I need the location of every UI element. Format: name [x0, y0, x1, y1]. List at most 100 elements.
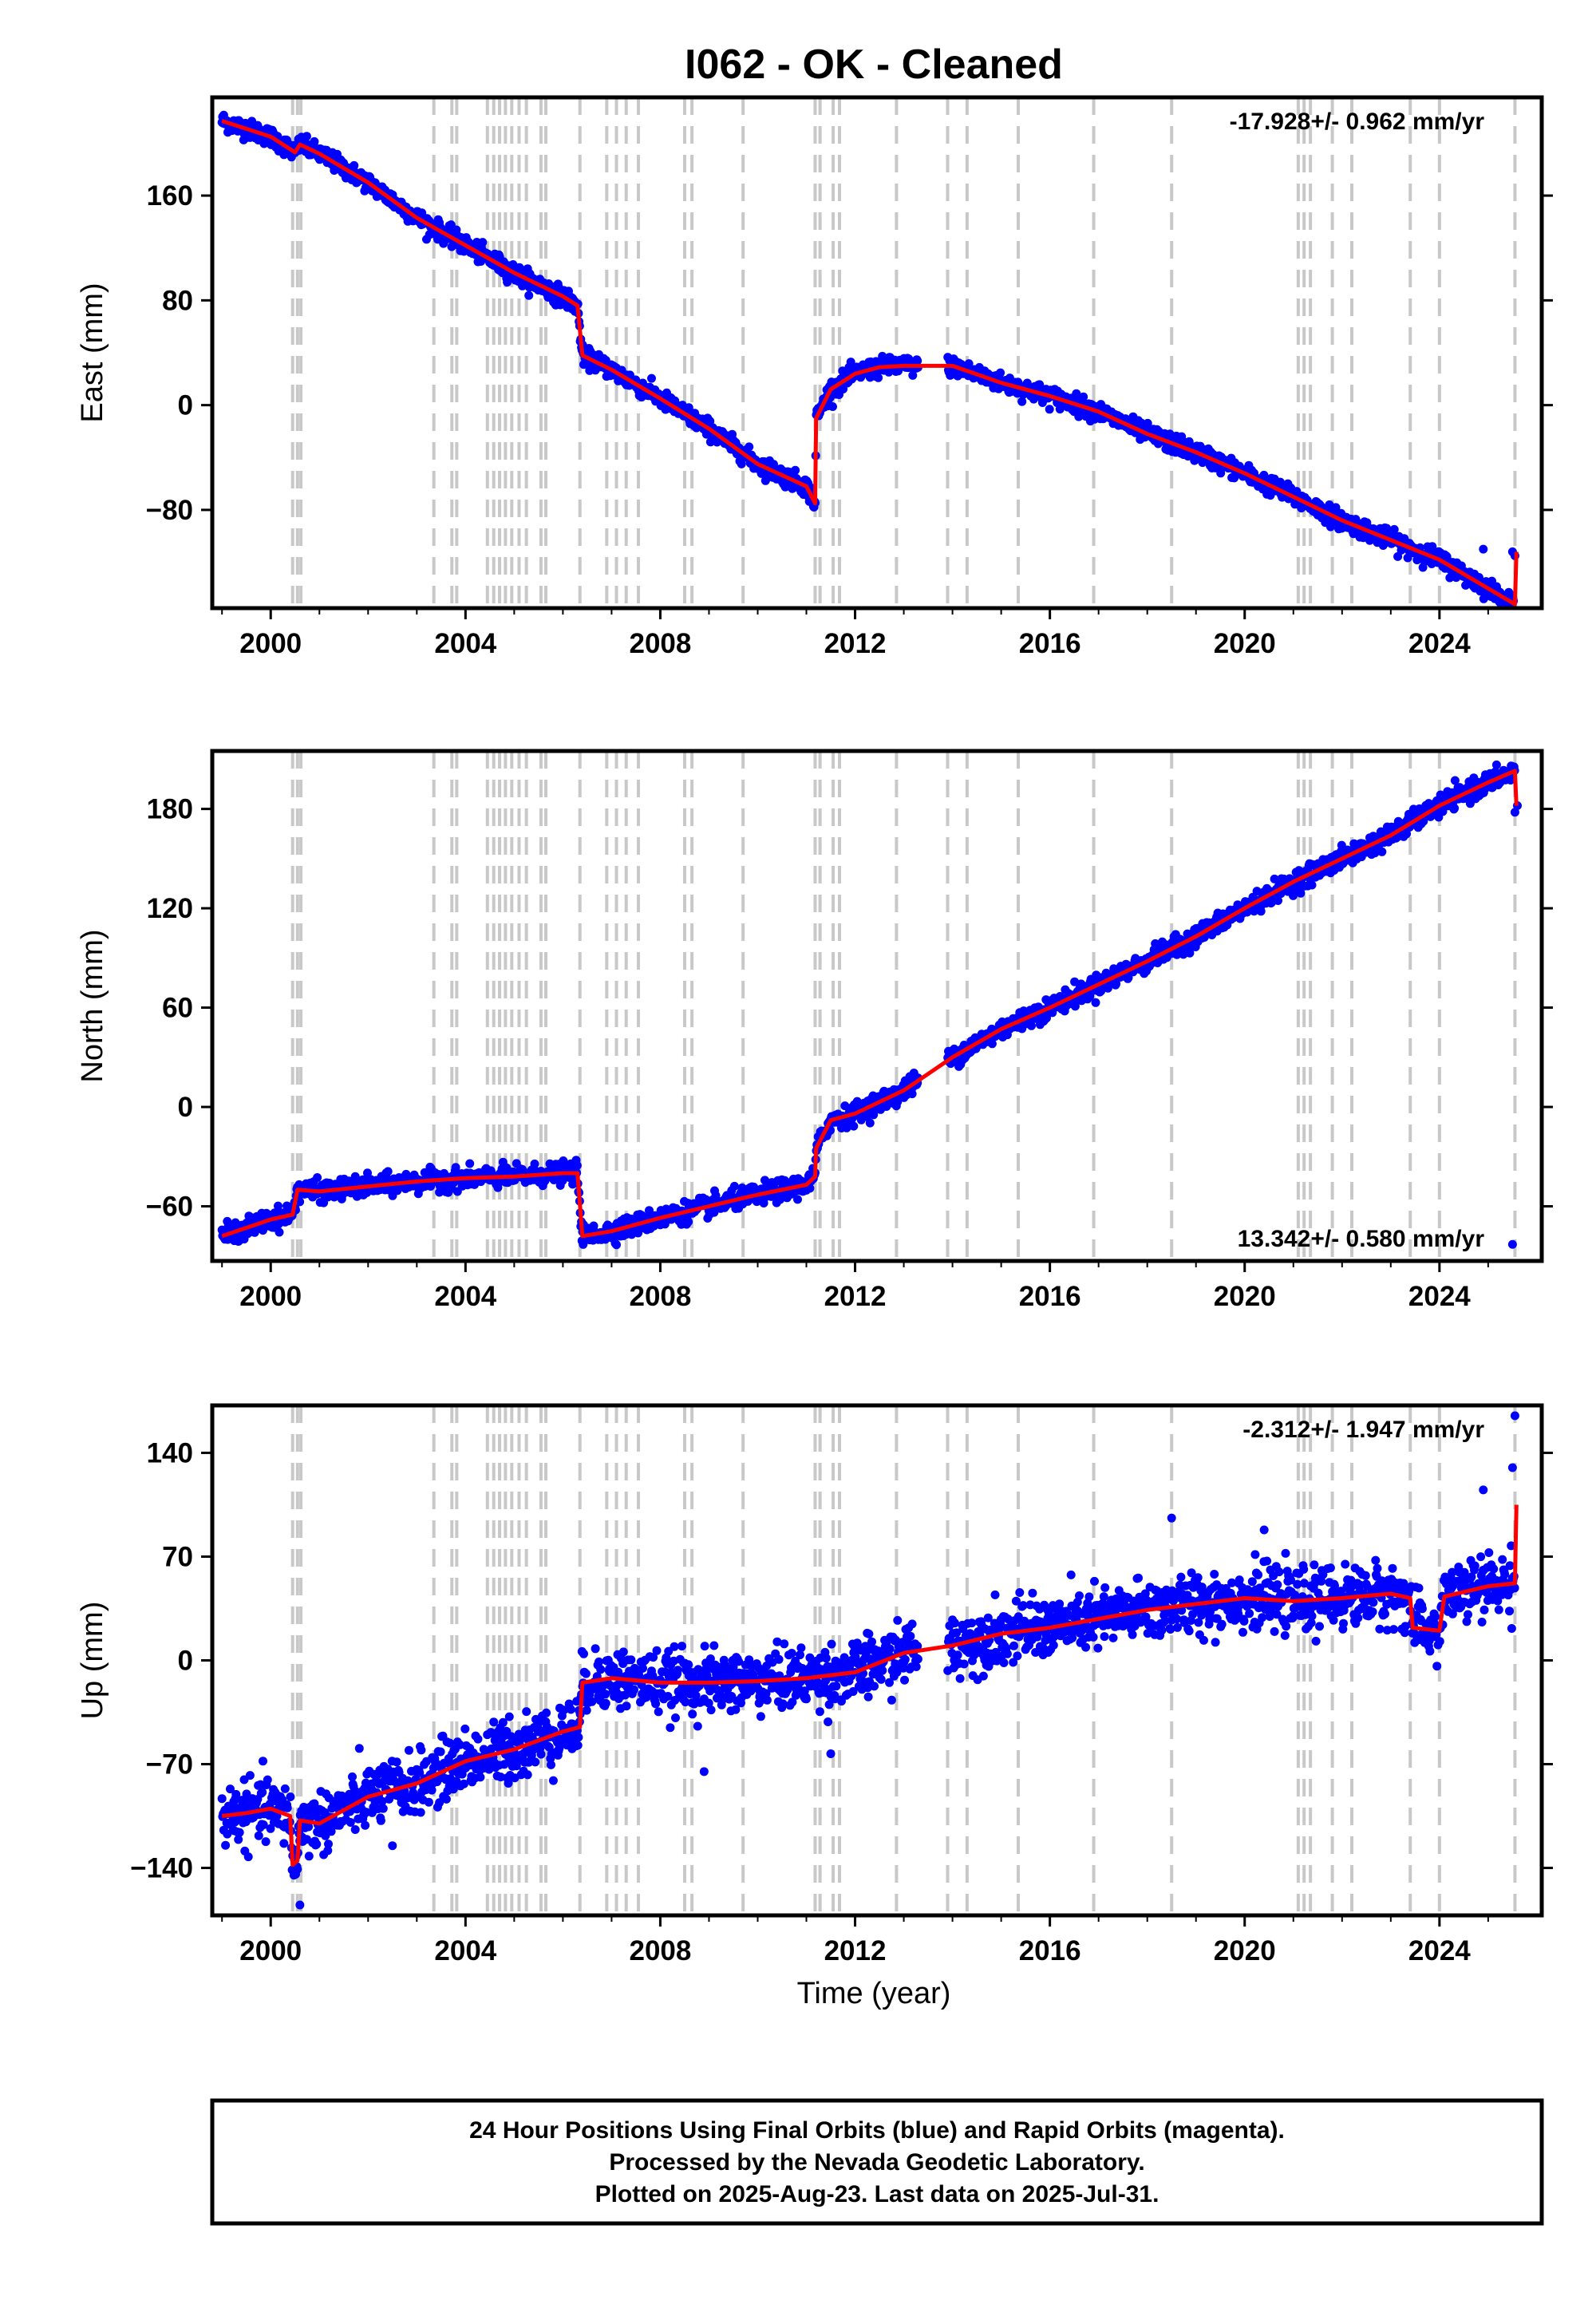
daily-point — [791, 465, 800, 475]
y-tick-label: −80 — [146, 495, 193, 526]
daily-point — [280, 1784, 290, 1793]
daily-point — [1045, 405, 1054, 414]
daily-point — [416, 1808, 425, 1817]
daily-point — [310, 1799, 319, 1808]
daily-point — [326, 1827, 336, 1836]
daily-point — [612, 1240, 621, 1250]
daily-point — [350, 160, 359, 170]
daily-point — [478, 238, 488, 247]
daily-point — [348, 1772, 357, 1781]
daily-point — [1070, 1002, 1080, 1011]
daily-point — [346, 1818, 355, 1827]
daily-point — [1289, 891, 1298, 900]
daily-point — [427, 1785, 437, 1795]
daily-point — [1307, 880, 1317, 890]
daily-point — [231, 1789, 241, 1799]
daily-point — [1450, 804, 1460, 813]
y-tick-label: 120 — [147, 893, 193, 924]
daily-point — [275, 1227, 284, 1237]
daily-point — [324, 1840, 333, 1849]
daily-point — [1393, 551, 1403, 561]
daily-point — [647, 373, 656, 383]
x-tick-label: 2024 — [1408, 1281, 1471, 1312]
y-tick-label: 60 — [162, 993, 193, 1024]
velocity-annotation: -17.928+/- 0.962 mm/yr — [1230, 109, 1485, 135]
panel-2: 2000 2004 2008 2012 2016 2020 2024−140−7007014… — [76, 1403, 1553, 1966]
daily-point — [235, 1828, 244, 1837]
daily-point — [436, 1747, 445, 1757]
daily-point — [737, 459, 746, 468]
daily-point — [465, 1159, 475, 1168]
outlier-point — [1479, 544, 1488, 554]
daily-point — [279, 1839, 289, 1848]
daily-point — [572, 1160, 582, 1170]
event-lines — [290, 97, 1517, 608]
x-tick-label: 2008 — [629, 1281, 691, 1312]
daily-point — [261, 1837, 271, 1847]
daily-point — [234, 1835, 243, 1844]
y-tick-label: 180 — [147, 794, 193, 825]
daily-point — [435, 1798, 444, 1808]
y-tick-label: 160 — [147, 180, 193, 211]
daily-point — [840, 1101, 850, 1111]
daily-point — [776, 1195, 785, 1204]
daily-point — [310, 136, 319, 146]
daily-point — [376, 1816, 385, 1825]
daily-point — [1491, 760, 1501, 769]
x-tick-label: 2016 — [1019, 628, 1081, 659]
daily-point — [729, 1181, 739, 1191]
daily-point — [455, 1740, 464, 1749]
daily-point — [392, 1757, 401, 1767]
daily-point — [460, 1724, 470, 1733]
daily-point — [259, 1757, 267, 1766]
y-tick-label: 0 — [178, 1092, 193, 1123]
model-line — [221, 119, 1519, 607]
daily-point — [361, 1820, 370, 1830]
daily-point — [1377, 847, 1387, 856]
daily-point — [263, 1775, 272, 1784]
daily-point — [874, 373, 883, 382]
daily-point — [313, 1173, 322, 1182]
daily-point — [302, 132, 311, 141]
daily-point — [377, 1796, 387, 1806]
daily-point — [378, 1804, 388, 1813]
daily-point — [793, 1195, 802, 1204]
daily-point — [1103, 983, 1112, 993]
daily-point — [684, 1217, 693, 1227]
daily-point — [1274, 896, 1282, 905]
daily-point — [254, 1831, 263, 1840]
daily-point — [323, 1846, 333, 1856]
daily-point — [445, 1738, 455, 1748]
daily-point — [350, 1825, 360, 1834]
daily-point — [996, 368, 1005, 377]
daily-point — [530, 1159, 539, 1168]
y-tick-label: 0 — [178, 390, 193, 421]
daily-point — [745, 442, 754, 452]
daily-point — [441, 1794, 451, 1804]
daily-point — [913, 356, 922, 366]
daily-point — [1389, 524, 1399, 534]
daily-positions — [217, 110, 1519, 623]
daily-point — [1402, 829, 1412, 839]
daily-point — [634, 1228, 643, 1238]
daily-point — [405, 1745, 413, 1755]
daily-point — [417, 1745, 426, 1755]
daily-point — [415, 1768, 425, 1777]
x-tick-label: 2004 — [434, 1281, 496, 1312]
daily-point — [907, 1089, 917, 1099]
plot-frame — [210, 749, 1544, 1263]
daily-point — [1506, 615, 1515, 623]
daily-point — [424, 1797, 433, 1807]
daily-positions — [217, 760, 1522, 1250]
x-tick-label: 2012 — [824, 628, 887, 659]
daily-point — [1042, 1014, 1051, 1023]
daily-point — [312, 1840, 322, 1849]
daily-point — [217, 1794, 227, 1804]
daily-point — [459, 1779, 468, 1788]
daily-point — [1256, 907, 1266, 916]
outlier-point — [1510, 808, 1519, 817]
daily-point — [304, 1852, 314, 1861]
model-line — [221, 769, 1519, 1239]
x-tick-label: 2016 — [1019, 1281, 1081, 1312]
